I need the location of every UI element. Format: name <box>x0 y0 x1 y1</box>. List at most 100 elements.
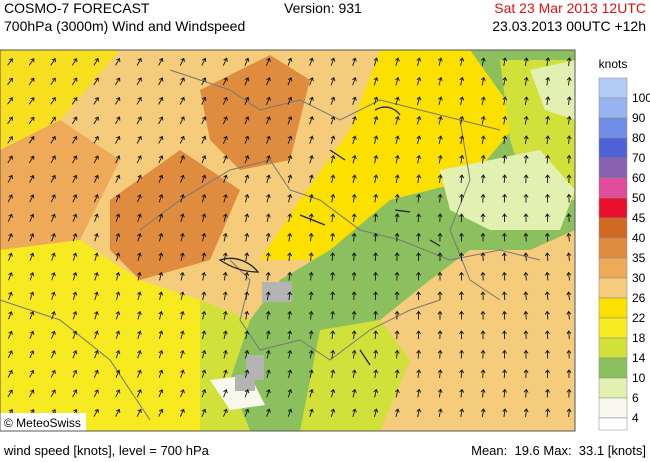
wind-arrow <box>308 193 314 203</box>
wind-arrow <box>201 96 207 105</box>
wind-arrow <box>8 252 13 261</box>
wind-arrow <box>480 154 486 164</box>
legend-swatch <box>598 357 628 379</box>
wind-arrow <box>373 369 379 379</box>
wind-arrow <box>7 97 13 105</box>
wind-arrow <box>459 76 465 86</box>
wind-arrow <box>50 97 56 105</box>
wind-arrow <box>72 330 78 339</box>
wind-arrow <box>373 135 379 144</box>
wind-arrow <box>416 193 422 203</box>
wind-arrow <box>50 155 56 164</box>
wind-arrow <box>566 232 572 242</box>
wind-arrow <box>373 154 379 164</box>
wind-arrow <box>28 77 35 85</box>
wind-arrow <box>545 388 551 398</box>
wind-arrow <box>330 135 336 144</box>
wind-arrow <box>416 330 421 340</box>
wind-arrow <box>566 57 572 67</box>
wind-arrow <box>28 155 35 164</box>
wind-arrow <box>50 350 56 359</box>
wind-arrow <box>501 291 507 301</box>
wind-arrow <box>308 349 314 359</box>
wind-arrow <box>566 76 572 86</box>
wind-arrow <box>94 252 99 261</box>
wind-arrow <box>72 271 78 281</box>
wind-arrow <box>266 116 271 125</box>
wind-arrow <box>8 311 13 320</box>
wind-arrow <box>179 271 185 281</box>
wind-arrow <box>72 194 78 203</box>
wind-arrow <box>523 291 529 301</box>
wind-arrow <box>222 310 228 320</box>
wind-arrow <box>93 116 99 125</box>
legend-swatch <box>598 257 628 279</box>
wind-arrow <box>222 96 228 105</box>
wind-arrow <box>115 174 121 183</box>
wind-arrow <box>287 77 293 86</box>
wind-arrow <box>29 272 35 281</box>
wind-arrow <box>373 349 379 359</box>
wind-arrow <box>158 194 164 203</box>
wind-arrow <box>93 57 99 66</box>
wind-arrow <box>137 271 142 281</box>
wind-arrow <box>180 213 185 222</box>
wind-arrow <box>351 213 357 223</box>
wind-arrow <box>244 252 250 262</box>
wind-arrow <box>115 77 121 86</box>
wind-arrow <box>437 232 443 242</box>
wind-arrow <box>459 115 465 125</box>
wind-arrow <box>201 310 207 320</box>
wind-arrow <box>566 271 572 281</box>
wind-arrow <box>373 252 378 262</box>
wind-arrow <box>480 310 486 320</box>
wind-arrow <box>566 154 572 164</box>
wind-arrow <box>158 116 164 125</box>
wind-arrow <box>330 408 336 417</box>
wind-arrow <box>545 369 550 379</box>
legend-label: 4 <box>632 411 639 425</box>
wind-arrow <box>502 388 508 398</box>
wind-arrow <box>544 232 550 242</box>
wind-arrow <box>222 252 228 262</box>
wind-arrow <box>437 213 443 223</box>
wind-arrow <box>244 310 250 320</box>
wind-arrow <box>545 193 550 203</box>
wind-arrow <box>544 330 550 340</box>
wind-arrow <box>502 193 507 203</box>
wind-arrow <box>201 389 207 398</box>
wind-arrow <box>93 389 99 398</box>
wind-arrow <box>115 310 121 320</box>
field <box>440 150 575 230</box>
wind-arrow <box>351 193 357 203</box>
wind-arrow <box>265 232 271 242</box>
wind-arrow <box>266 369 271 378</box>
wind-arrow <box>523 154 529 164</box>
wind-arrow <box>50 116 56 125</box>
wind-arrow <box>201 155 207 164</box>
wind-arrow <box>502 310 507 320</box>
wind-arrow <box>566 252 572 262</box>
wind-arrow <box>287 330 293 340</box>
wind-arrow <box>351 291 357 301</box>
wind-arrow <box>395 76 400 86</box>
wind-arrow <box>136 77 142 86</box>
wind-arrow <box>416 154 422 164</box>
legend-swatch <box>598 417 628 431</box>
wind-arrow <box>394 193 400 203</box>
wind-arrow <box>502 174 508 184</box>
wind-arrow <box>523 76 529 86</box>
wind-arrow <box>545 213 550 223</box>
wind-arrow <box>437 291 443 301</box>
wind-arrow <box>93 194 99 203</box>
map: © MeteoSwiss <box>0 50 575 431</box>
wind-arrow <box>330 291 336 301</box>
wind-arrow <box>545 408 551 418</box>
wind-arrow <box>7 194 13 203</box>
wind-arrow <box>223 369 228 378</box>
wind-arrow <box>7 330 13 339</box>
wind-arrow <box>545 135 551 145</box>
wind-arrow <box>158 389 164 398</box>
wind-arrow <box>480 76 486 86</box>
